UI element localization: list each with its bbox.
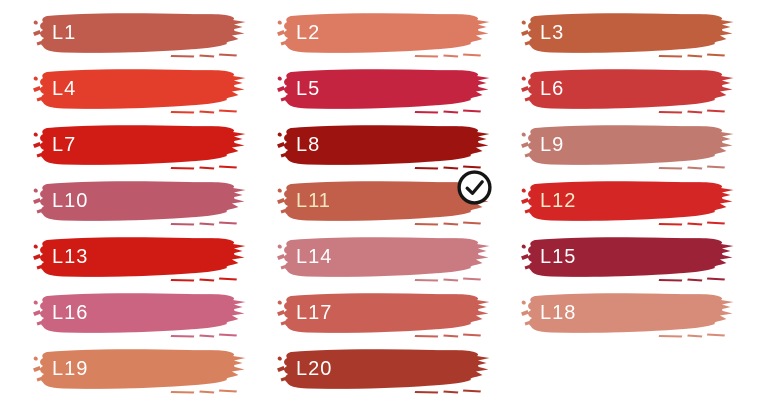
swatch-L7[interactable]: L7 <box>28 123 249 170</box>
swatch-label: L13 <box>52 246 89 269</box>
check-circle-icon <box>456 169 493 206</box>
swatch-L16[interactable]: L16 <box>28 291 249 338</box>
swatch-L8[interactable]: L8 <box>272 123 493 170</box>
swatch-label: L2 <box>296 22 321 45</box>
swatch-label: L8 <box>296 134 321 157</box>
swatch-label: L7 <box>52 134 77 157</box>
swatch-L3[interactable]: L3 <box>516 11 737 58</box>
swatch-L9[interactable]: L9 <box>516 123 737 170</box>
swatch-label: L16 <box>52 302 89 325</box>
swatch-L2[interactable]: L2 <box>272 11 493 58</box>
swatch-label: L12 <box>540 190 577 213</box>
swatch-L14[interactable]: L14 <box>272 235 493 282</box>
swatch-L10[interactable]: L10 <box>28 179 249 226</box>
swatch-label: L17 <box>296 302 333 325</box>
swatch-label: L11 <box>296 190 331 213</box>
swatch-L6[interactable]: L6 <box>516 67 737 114</box>
swatch-label: L4 <box>52 78 77 101</box>
swatch-L20[interactable]: L20 <box>272 347 493 394</box>
swatch-label: L3 <box>540 22 565 45</box>
swatch-L12[interactable]: L12 <box>516 179 737 226</box>
swatch-L5[interactable]: L5 <box>272 67 493 114</box>
swatch-L15[interactable]: L15 <box>516 235 737 282</box>
swatch-label: L10 <box>52 190 89 213</box>
swatch-L4[interactable]: L4 <box>28 67 249 114</box>
swatch-label: L9 <box>540 134 565 157</box>
swatch-L17[interactable]: L17 <box>272 291 493 338</box>
swatch-label: L5 <box>296 78 321 101</box>
swatch-L19[interactable]: L19 <box>28 347 249 394</box>
swatch-label: L18 <box>540 302 577 325</box>
swatch-label: L20 <box>296 358 333 381</box>
swatch-label: L15 <box>540 246 577 269</box>
swatch-label: L1 <box>52 22 77 45</box>
swatch-L13[interactable]: L13 <box>28 235 249 282</box>
swatch-label: L6 <box>540 78 565 101</box>
shade-grid: L1 L2 L3 L4 L5 L6 L7 L8 <box>28 11 760 403</box>
swatch-L11-selected[interactable]: L11 <box>272 170 493 226</box>
swatch-L1[interactable]: L1 <box>28 11 249 58</box>
swatch-label: L19 <box>52 358 89 381</box>
swatch-L18[interactable]: L18 <box>516 291 737 338</box>
swatch-label: L14 <box>296 246 333 269</box>
